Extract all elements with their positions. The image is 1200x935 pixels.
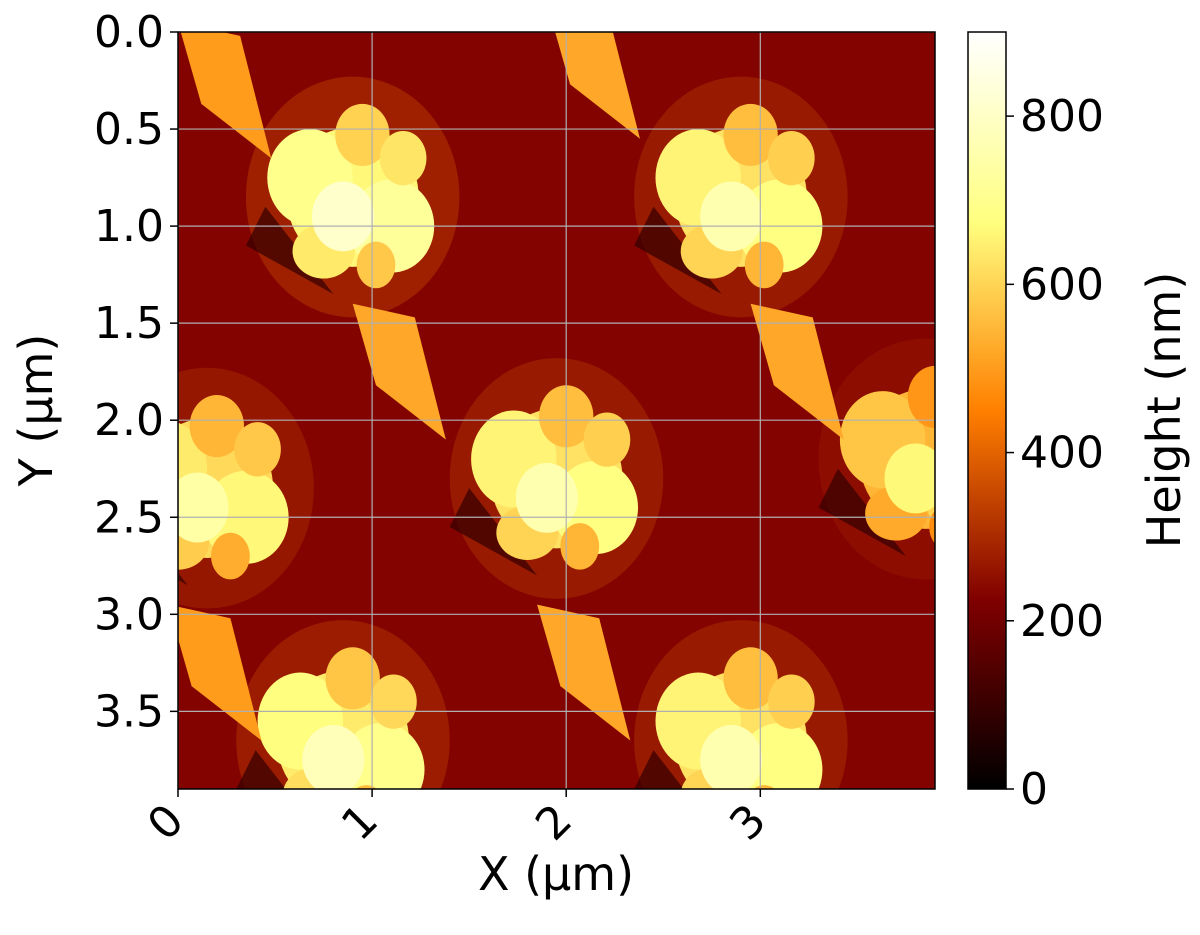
tail-shape: [750, 303, 844, 440]
grain: [379, 130, 427, 186]
grain-tail: [555, 32, 640, 139]
grain: [723, 647, 778, 710]
grain-cluster: [245, 76, 460, 318]
grain: [335, 103, 390, 166]
y-tick-label: 2.0: [94, 395, 164, 446]
y-tick-label: 1.0: [94, 201, 164, 252]
grain: [325, 647, 380, 710]
colorbar: [967, 31, 1007, 790]
grain-tail: [352, 303, 446, 440]
y-tick-label: 0.0: [94, 7, 164, 58]
grain-tail: [750, 303, 844, 440]
grain: [907, 365, 935, 428]
tail-shape: [178, 606, 262, 741]
grain-tail: [180, 32, 272, 159]
grain-cluster: [449, 358, 664, 599]
grain: [700, 724, 763, 789]
grain: [210, 532, 250, 580]
tail-shape: [180, 32, 272, 159]
tail-shape: [352, 303, 446, 440]
plot-area: [178, 32, 935, 789]
x-axis-label: X (µm): [478, 847, 634, 901]
colorbar-tick-label: 200: [1020, 596, 1104, 647]
grain: [302, 724, 365, 789]
grain: [744, 241, 784, 289]
grain-cluster: [634, 76, 848, 318]
x-tick-label: 2: [526, 795, 582, 851]
grain: [189, 394, 244, 458]
grain-cluster: [818, 338, 935, 580]
y-tick-label: 3.5: [94, 686, 164, 737]
grid-lines: [178, 32, 935, 789]
x-tick-label: 0: [138, 795, 194, 851]
grain: [723, 103, 778, 166]
x-axis-ticks: 0 1 2 3: [138, 789, 776, 851]
colorbar-tick-label: 400: [1020, 428, 1104, 479]
grain: [560, 523, 600, 570]
grain: [700, 181, 763, 252]
y-tick-label: 2.5: [94, 492, 164, 543]
colorbar-tick-label: 600: [1020, 259, 1104, 310]
y-axis-ticks: 0.0 0.5 1.0 1.5 2.0 2.5 3.0 3.5: [94, 7, 178, 737]
grain: [515, 462, 578, 533]
grain-tail: [178, 606, 262, 741]
grain: [929, 510, 935, 544]
grain-tail: [537, 604, 631, 741]
colorbar-tick-label: 0: [1020, 764, 1048, 815]
grain: [884, 443, 935, 514]
y-axis-label: Y (µm): [9, 334, 63, 488]
grain-cluster: [634, 620, 848, 789]
tail-shape: [537, 604, 631, 741]
grain-cluster: [236, 620, 450, 789]
colorbar-label: Height (nm): [1137, 272, 1191, 549]
grain: [768, 130, 815, 186]
colorbar-ticks: 0 200 400 600 800: [1006, 91, 1104, 815]
grain: [178, 472, 229, 543]
x-tick-label: 1: [332, 795, 388, 851]
y-tick-label: 0.5: [94, 104, 164, 155]
grain: [768, 674, 815, 729]
colorbar-tick-label: 800: [1020, 91, 1104, 142]
grain-cluster: [178, 367, 314, 609]
grain: [583, 412, 631, 467]
cluster-shadow: [178, 572, 188, 586]
tail-shape: [555, 32, 640, 139]
y-tick-label: 1.5: [94, 298, 164, 349]
grain: [753, 785, 775, 789]
surface-features: [178, 32, 935, 789]
grain: [356, 241, 396, 289]
grain: [234, 422, 281, 477]
cluster-shadow: [236, 750, 286, 789]
x-tick-label: 3: [720, 795, 776, 851]
plot-frame: [177, 31, 936, 790]
grain: [311, 181, 375, 252]
y-tick-label: 3.0: [94, 589, 164, 640]
grain: [370, 674, 417, 729]
cluster-shadow: [634, 750, 684, 789]
